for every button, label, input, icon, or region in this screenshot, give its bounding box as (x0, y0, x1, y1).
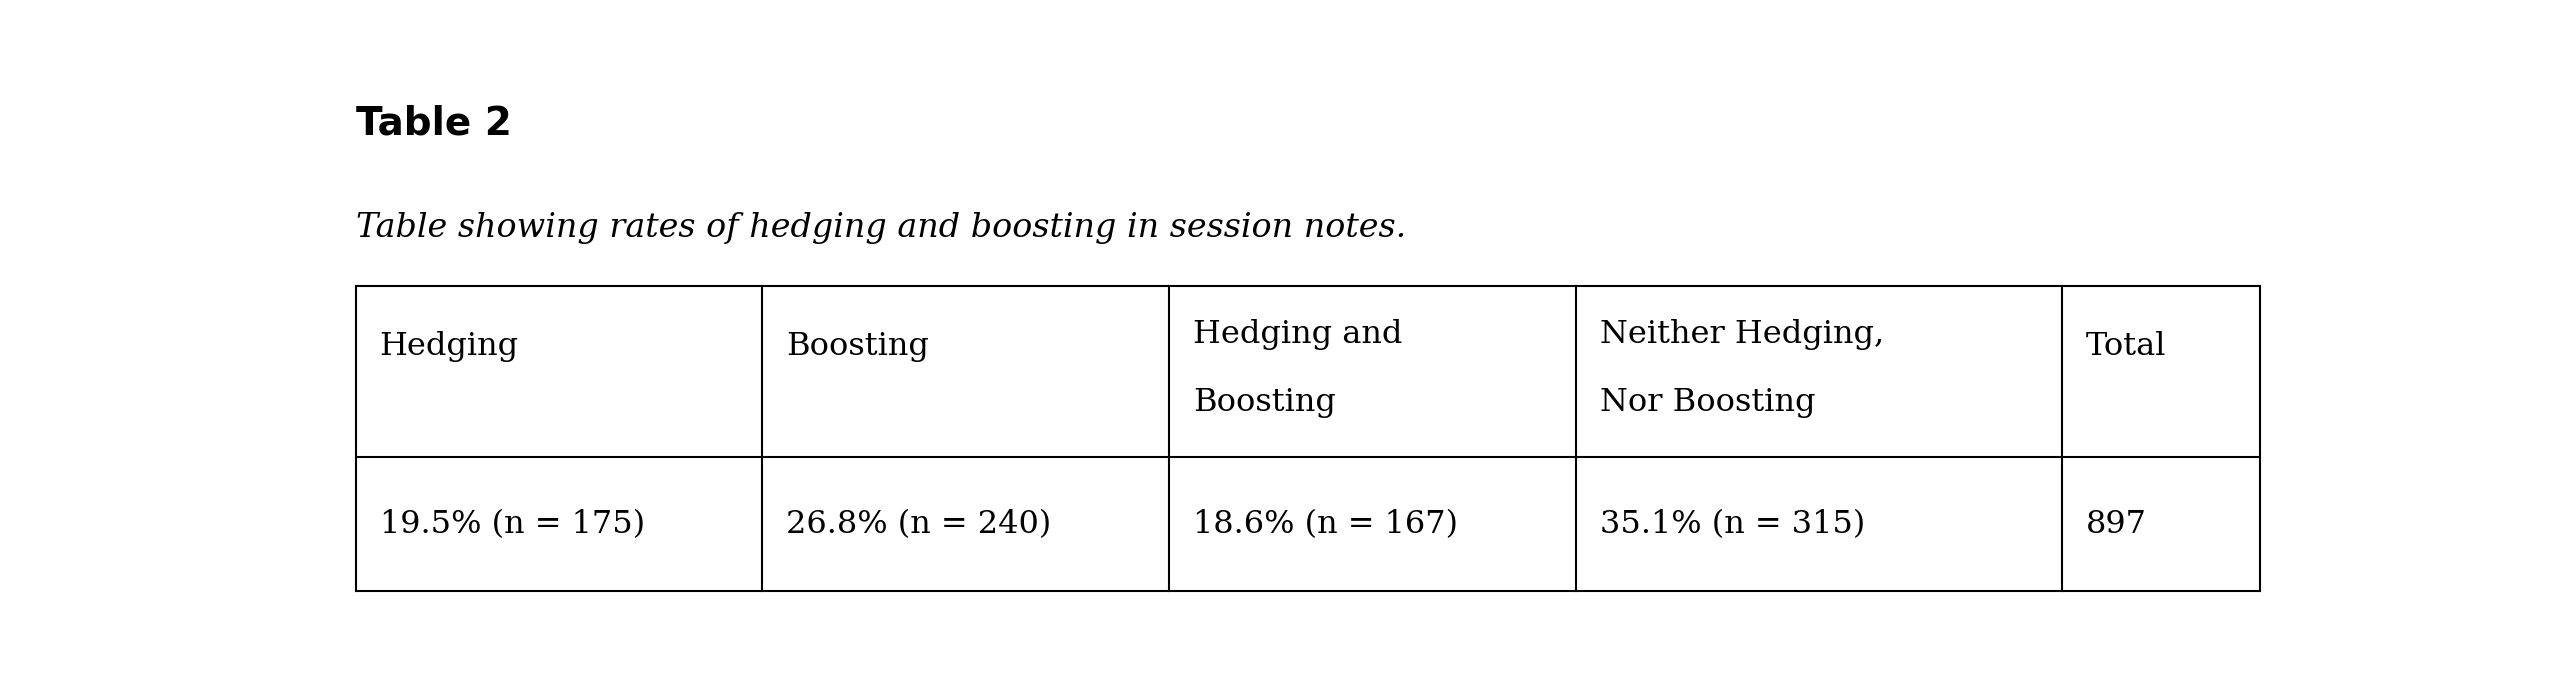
Text: Table 2: Table 2 (356, 105, 512, 143)
Text: Boosting: Boosting (786, 331, 929, 362)
Text: 35.1% (n = 315): 35.1% (n = 315) (1600, 509, 1864, 540)
Text: 18.6% (n = 167): 18.6% (n = 167) (1193, 509, 1459, 540)
Text: Hedging and: Hedging and (1193, 319, 1403, 350)
Text: 897: 897 (2086, 509, 2148, 540)
Text: Table showing rates of hedging and boosting in session notes.: Table showing rates of hedging and boost… (356, 212, 1405, 244)
Text: Total: Total (2086, 331, 2166, 362)
Text: Hedging: Hedging (379, 331, 520, 362)
Text: 26.8% (n = 240): 26.8% (n = 240) (786, 509, 1052, 540)
Text: Neither Hedging,: Neither Hedging, (1600, 319, 1884, 350)
Text: Nor Boosting: Nor Boosting (1600, 387, 1815, 418)
Text: 19.5% (n = 175): 19.5% (n = 175) (379, 509, 645, 540)
Text: Boosting: Boosting (1193, 387, 1336, 418)
